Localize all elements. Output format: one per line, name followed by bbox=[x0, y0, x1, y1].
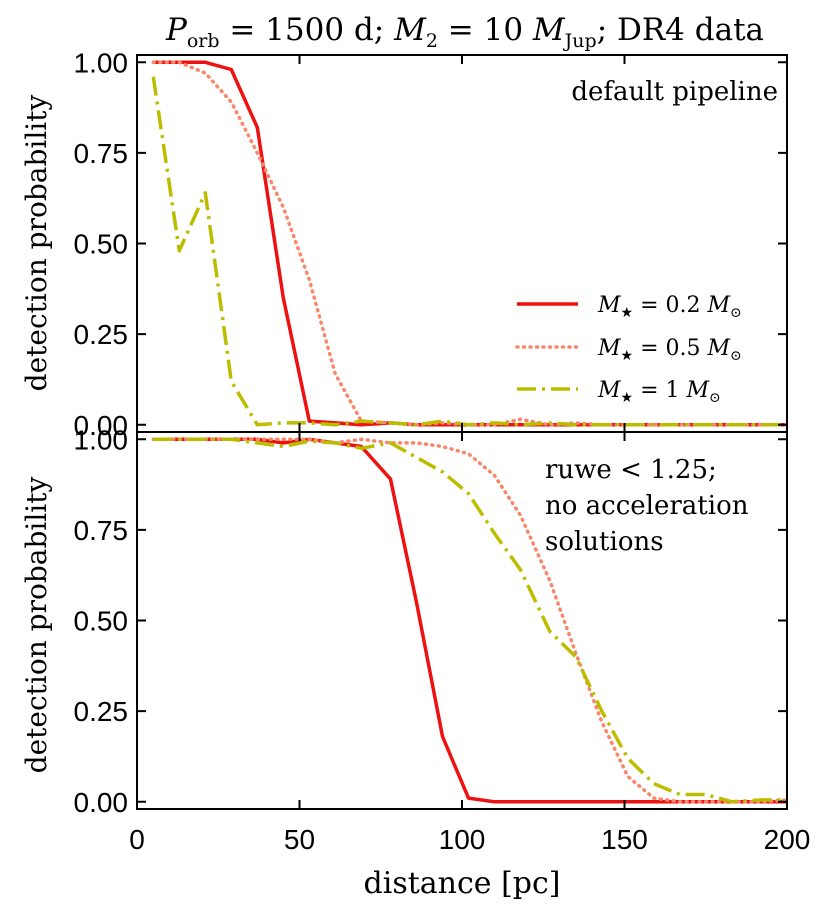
top-ytick-label: 0.25 bbox=[74, 319, 129, 350]
bottom-series-m1-line bbox=[153, 437, 787, 804]
xtick-label: 100 bbox=[439, 824, 486, 855]
xtick-label: 200 bbox=[764, 824, 811, 855]
bottom-yticks: 0.00 0.25 0.50 0.75 1.00 bbox=[74, 424, 787, 818]
bottom-annotation-line-1: ruwe < 1.25; bbox=[545, 455, 717, 485]
legend: M★ = 0.2 M⊙ M★ = 0.5 M⊙ M★ = 1 M⊙ bbox=[515, 293, 742, 406]
legend-label-m1: M★ = 1 M⊙ bbox=[597, 378, 721, 406]
bottom-ytick-label: 0.50 bbox=[74, 606, 129, 637]
top-series-m02-line bbox=[153, 60, 787, 427]
top-panel-frame bbox=[136, 54, 788, 433]
xtick-label: 0 bbox=[129, 824, 145, 855]
top-ylabel: detection probability bbox=[20, 95, 53, 392]
bottom-ytick-label: 0.25 bbox=[74, 696, 129, 727]
bottom-ytick-label: 0.00 bbox=[74, 787, 129, 818]
legend-label-m05: M★ = 0.5 M⊙ bbox=[597, 336, 742, 364]
top-ytick-label: 0.75 bbox=[74, 138, 129, 169]
bottom-panel: 0.00 0.25 0.50 0.75 1.00 0 50 100 150 200 detect… bbox=[20, 424, 810, 901]
xtick-label: 50 bbox=[284, 824, 315, 855]
xtick-label: 150 bbox=[601, 824, 648, 855]
bottom-series-group bbox=[151, 437, 789, 804]
top-ytick-label: 0.00 bbox=[74, 410, 129, 441]
bottom-ylabel: detection probability bbox=[20, 477, 53, 774]
bottom-annotation: ruwe < 1.25; no acceleration solutions bbox=[545, 455, 757, 557]
bottom-ytick-label: 1.00 bbox=[74, 424, 129, 455]
bottom-series-m05-line bbox=[151, 437, 789, 804]
top-panel: 0.00 0.25 0.50 0.75 1.00 detection probabili… bbox=[20, 47, 789, 441]
top-series-m1-line bbox=[151, 76, 787, 427]
figure-title: Porb = 1500 d; M2 = 10 MJup; DR4 data bbox=[165, 12, 764, 52]
top-series-m05-line bbox=[151, 60, 789, 427]
bottom-ytick-label: 0.75 bbox=[74, 515, 129, 546]
bottom-annotation-line-2: no acceleration bbox=[545, 491, 749, 521]
top-yticks: 0.00 0.25 0.50 0.75 1.00 bbox=[74, 47, 788, 441]
bottom-xticks: 0 50 100 150 200 bbox=[129, 432, 810, 855]
top-annotation: default pipeline bbox=[571, 77, 778, 107]
top-series-group bbox=[151, 60, 789, 427]
x-axis-label: distance [pc] bbox=[364, 866, 561, 901]
bottom-annotation-line-3: solutions bbox=[545, 527, 664, 557]
top-ytick-label: 0.50 bbox=[74, 229, 129, 260]
legend-label-m02: M★ = 0.2 M⊙ bbox=[597, 293, 742, 321]
top-ytick-label: 1.00 bbox=[74, 47, 129, 78]
